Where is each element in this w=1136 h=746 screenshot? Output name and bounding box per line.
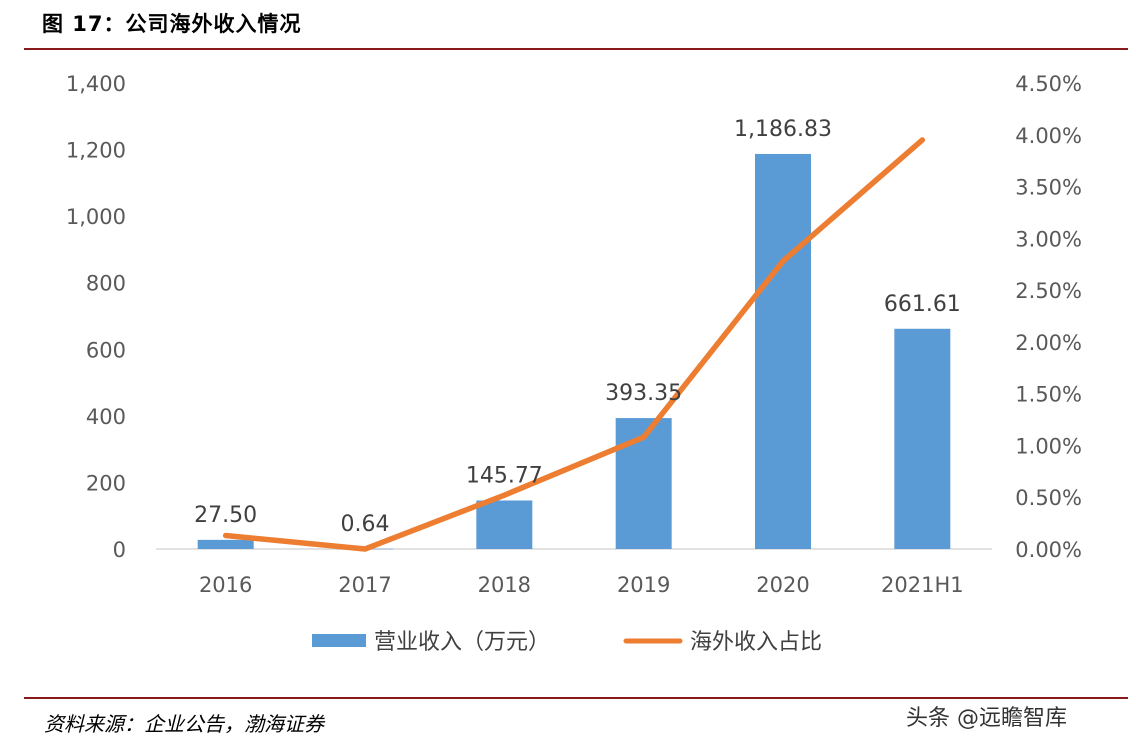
y-left-tick-label: 600 — [86, 338, 126, 362]
bar-data-label: 1,186.83 — [734, 117, 832, 142]
y-axis-left: 0 200 400 600 800 1,000 1,200 1,400 — [66, 72, 126, 562]
y-right-tick-label: 0.50% — [1015, 486, 1082, 510]
bar-data-label: 145.77 — [466, 463, 543, 488]
y-right-tick-label: 1.50% — [1015, 383, 1082, 407]
top-rule — [24, 48, 1128, 50]
source-note: 资料来源：企业公告，渤海证券 — [44, 712, 324, 736]
share-line — [222, 137, 926, 552]
watermark: 头条 @远瞻智库 — [906, 706, 1067, 731]
y-left-tick-label: 0 — [113, 538, 126, 562]
y-axis-right: 0.00% 0.50% 1.00% 1.50% 2.00% 2.50% 3.00% 3.50%… — [1015, 72, 1082, 562]
y-right-tick-label: 4.00% — [1015, 124, 1082, 148]
y-left-tick-label: 800 — [86, 272, 126, 296]
bar — [755, 153, 811, 550]
legend-bar-label: 营业收入（万元） — [374, 630, 550, 655]
legend-line-label: 海外收入占比 — [690, 630, 822, 655]
y-left-tick-label: 400 — [86, 405, 126, 429]
y-left-tick-label: 1,000 — [66, 205, 126, 229]
y-left-tick-label: 1,400 — [66, 72, 126, 96]
y-left-tick-label: 1,200 — [66, 139, 126, 163]
bar — [197, 539, 254, 549]
bar-series — [197, 153, 951, 550]
y-right-tick-label: 1.00% — [1015, 434, 1082, 458]
bar — [476, 500, 533, 549]
y-right-tick-label: 2.00% — [1015, 331, 1082, 355]
x-tick-label: 2019 — [617, 573, 670, 597]
x-tick-label: 2017 — [338, 573, 391, 597]
bar-data-label: 0.64 — [341, 512, 390, 537]
figure-title: 图 17：公司海外收入情况 — [42, 12, 302, 36]
y-right-tick-label: 3.50% — [1015, 176, 1082, 200]
x-axis: 2016 2017 2018 2019 2020 2021H1 — [199, 573, 964, 597]
line-series — [222, 137, 926, 552]
y-right-tick-label: 4.50% — [1015, 72, 1082, 96]
y-right-tick-label: 3.00% — [1015, 227, 1082, 251]
bar-data-label: 661.61 — [884, 292, 961, 317]
legend-bar-swatch — [312, 634, 366, 647]
y-right-tick-label: 0.00% — [1015, 538, 1082, 562]
legend: 营业收入（万元） 海外收入占比 — [312, 630, 822, 655]
x-tick-label: 2016 — [199, 573, 252, 597]
y-left-tick-label: 200 — [86, 471, 126, 495]
bottom-rule — [24, 697, 1128, 699]
x-tick-label: 2018 — [478, 573, 531, 597]
bar — [894, 328, 951, 549]
bar-data-label: 27.50 — [194, 503, 257, 528]
y-right-tick-label: 2.50% — [1015, 279, 1082, 303]
data-labels: 27.50 0.64 145.77 393.35 1,186.83 661.61 — [194, 117, 961, 537]
x-tick-label: 2021H1 — [881, 573, 964, 597]
x-tick-label: 2020 — [756, 573, 809, 597]
bar-data-label: 393.35 — [605, 381, 682, 406]
